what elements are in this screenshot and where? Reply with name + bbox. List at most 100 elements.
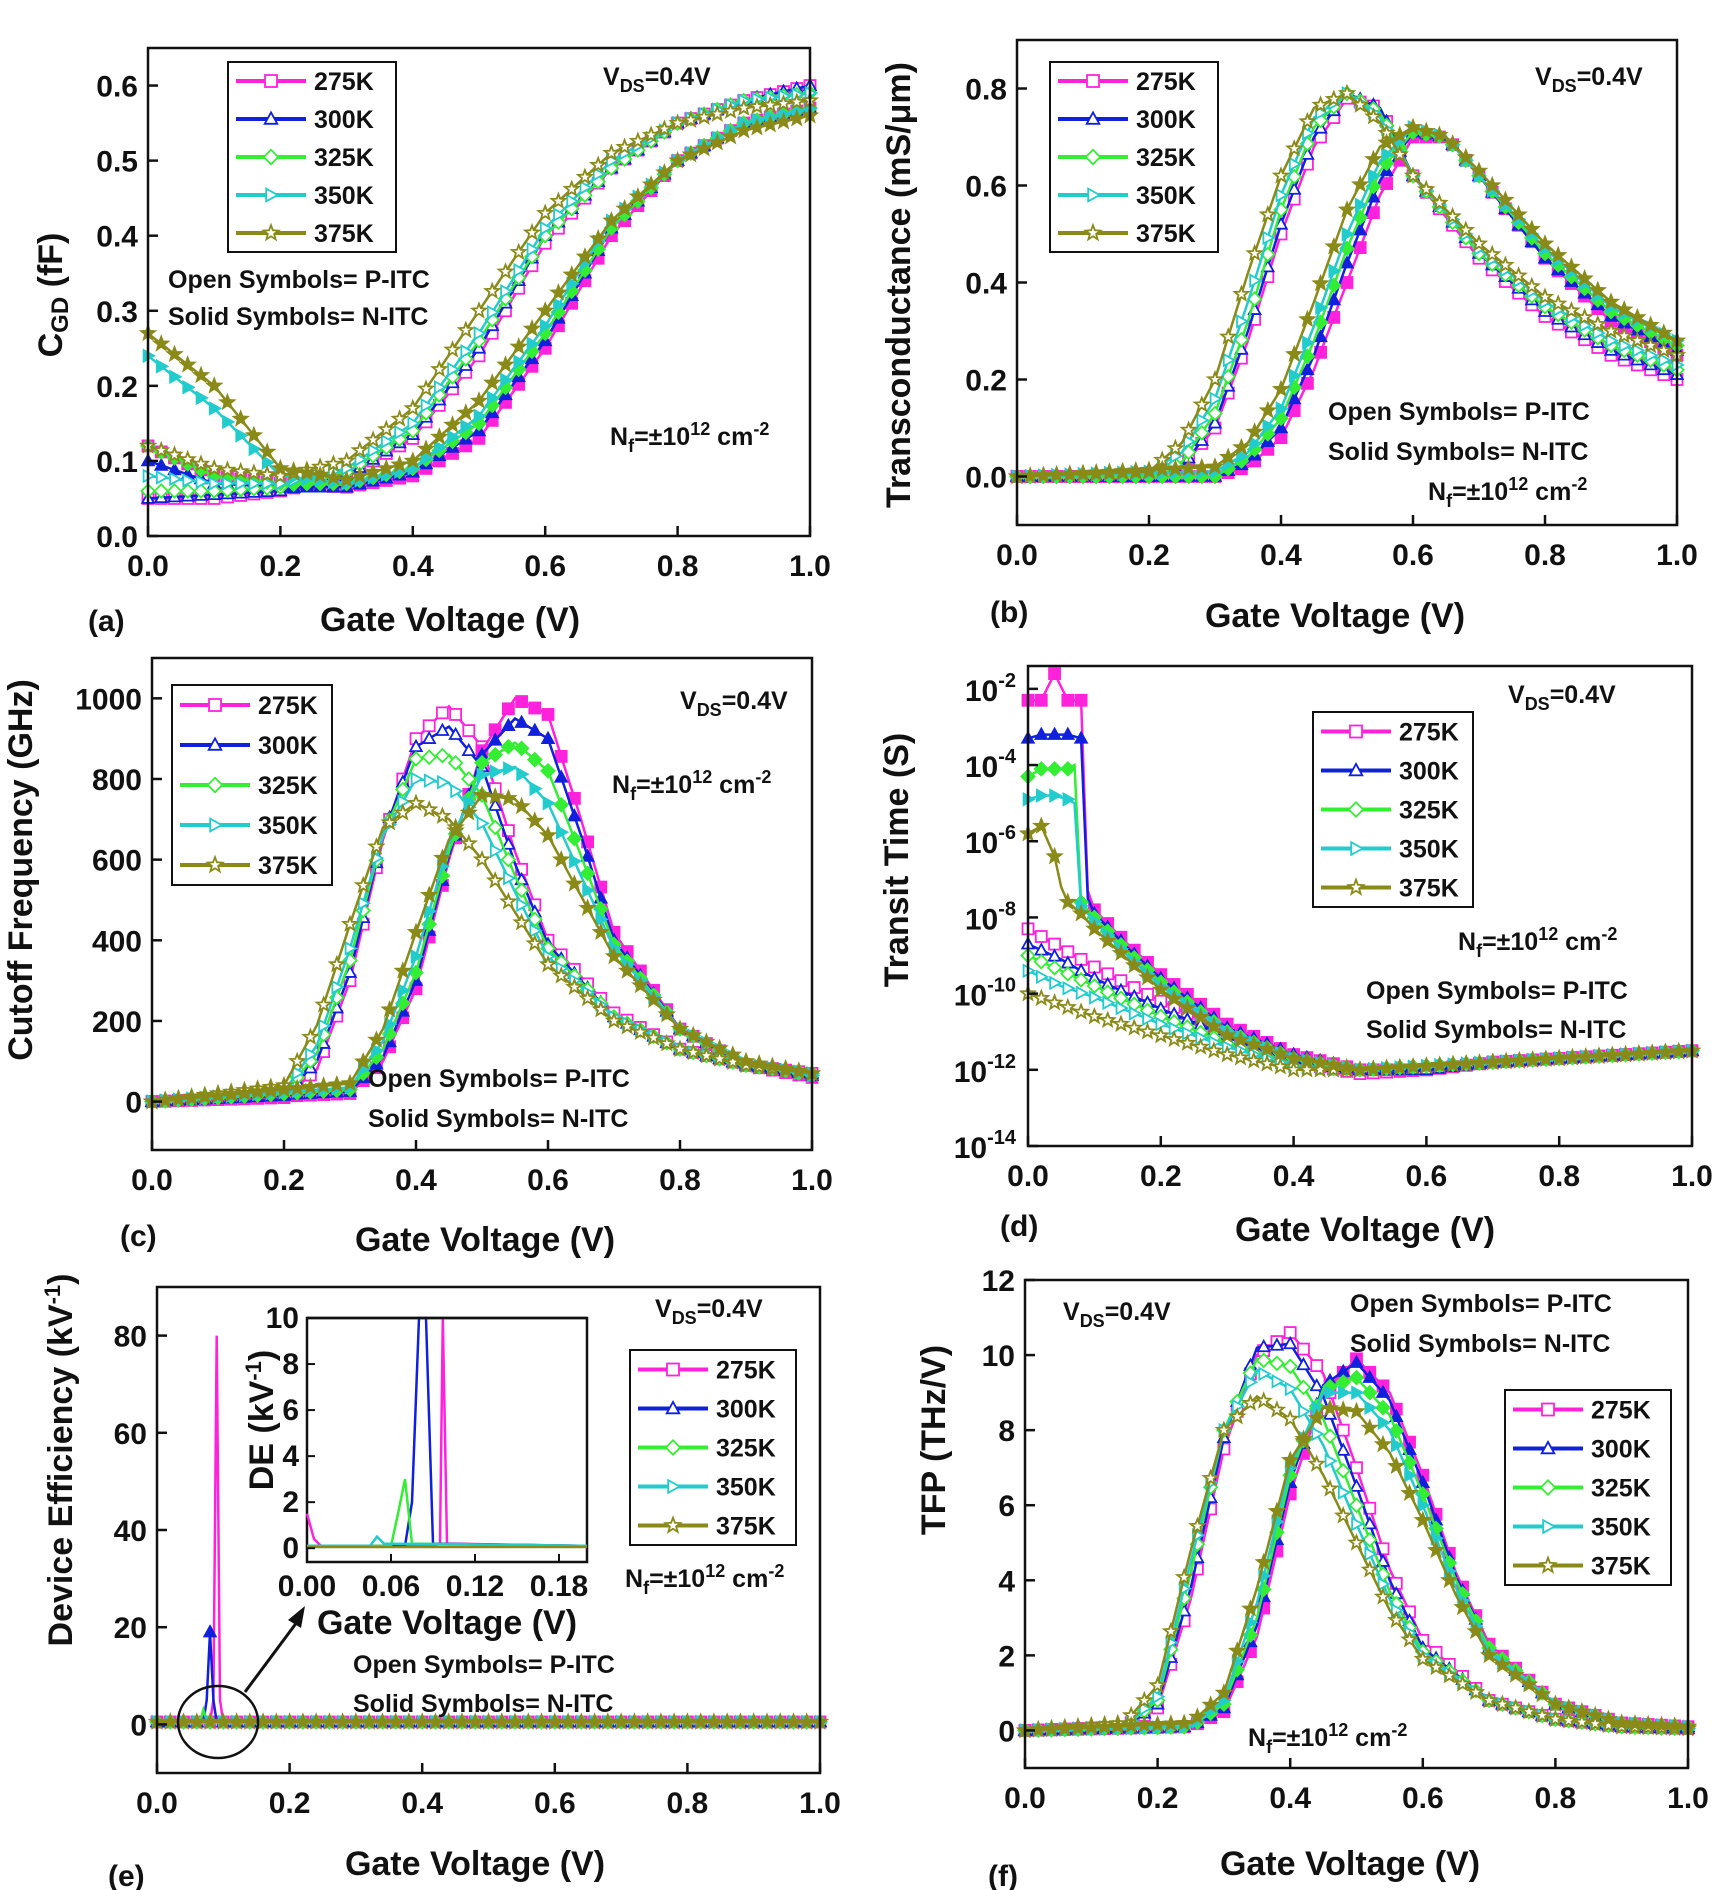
panel-b-series-point — [1588, 314, 1608, 333]
panel-d-series-point — [1510, 1050, 1529, 1069]
panel-b-series-point — [1113, 461, 1132, 480]
panel-b-legend: 275K 300K 325K 350K 375K — [1049, 61, 1219, 253]
panel-c-vds: VDS=0.4V — [680, 687, 788, 720]
panel-b-series-point — [1443, 134, 1462, 152]
panel-b-series-point — [1153, 459, 1172, 478]
panel-b-series-point — [1179, 458, 1198, 476]
panel-a-series-point — [191, 454, 211, 472]
panel-a-series-point — [456, 403, 476, 421]
panel-f-series-point — [1347, 1533, 1366, 1551]
panel-b-series-point — [1275, 401, 1289, 416]
panel-c-series-point — [525, 811, 544, 829]
panel-c-series-point — [340, 914, 360, 932]
panel-b-series-point — [1302, 335, 1316, 350]
panel-a-series-point — [377, 458, 396, 477]
panel-d-xtick-label: 0.6 — [1406, 1160, 1448, 1193]
panel-b-legend-marker — [1083, 222, 1103, 242]
panel-f-legend-marker — [1539, 1479, 1557, 1496]
panel-f-series-point — [1348, 1497, 1365, 1514]
panel-b-legend-marker — [1085, 110, 1101, 125]
panel-a-series-point — [539, 318, 554, 334]
panel-b-series-point — [1249, 273, 1263, 288]
panel-c-series-point — [553, 769, 569, 783]
panel-c-series-point — [710, 1038, 729, 1057]
panel-a-series-point — [403, 451, 422, 469]
panel-d-series-point — [1086, 978, 1103, 994]
panel-b-legend-label: 375K — [1136, 220, 1196, 248]
panel-a-solid-symbols: Solid Symbols= N-ITC — [168, 303, 428, 331]
panel-d-series-point — [1045, 993, 1064, 1011]
panel-a-legend-entry: 350K — [236, 182, 374, 210]
panel-a-series-point — [460, 419, 474, 434]
panel-d-series-point — [1035, 788, 1050, 803]
panel-d-series-point — [1033, 726, 1049, 740]
panel-b-legend-label: 325K — [1136, 144, 1196, 172]
panel-f-series-point — [1400, 1629, 1419, 1648]
panel-c-series-point — [487, 746, 504, 763]
panel-d-series-point — [1231, 1047, 1250, 1066]
panel-a-legend-marker — [263, 110, 279, 125]
panel-f-series-point — [1245, 1374, 1259, 1390]
panel-a-series-point — [420, 398, 434, 413]
panel-d-series-point — [1218, 1025, 1237, 1044]
panel-d-series-point — [1417, 1056, 1436, 1074]
panel-c-series-point — [422, 719, 436, 733]
panel-a-series-point — [205, 458, 224, 477]
panel-f-series-point — [1201, 1695, 1220, 1713]
panel-e-inset: 0.00 0.06 0.12 0.18 0 2 4 6 8 10 Gate Voltage (V) D… — [241, 1302, 589, 1642]
panel-d-series-point — [1061, 693, 1075, 707]
panel-b-series-point — [1311, 273, 1330, 292]
panel-a-series-point — [182, 473, 196, 488]
panel-f-series-375K-n-itc — [1015, 1398, 1698, 1739]
panel-b-series-point — [1262, 230, 1276, 246]
panel-c-series-point — [301, 1027, 320, 1045]
panel-c-series-point — [567, 808, 582, 822]
panel-c-series-point — [578, 988, 597, 1007]
panel-c-series-point — [580, 848, 595, 862]
panel-c-series-point — [487, 732, 503, 746]
panel-b-series-point — [1430, 193, 1449, 211]
panel-c-series-point — [235, 1083, 254, 1101]
panel-f-series-point — [1055, 1718, 1074, 1737]
panel-c-legend-marker — [206, 776, 224, 794]
panel-d-legend-entry: 375K — [1321, 875, 1459, 903]
panel-d-legend-entry: 300K — [1321, 758, 1459, 786]
panel-f-series-point — [1135, 1690, 1154, 1709]
panel-b-series-point — [1522, 219, 1541, 237]
panel-f-series-point — [1241, 1393, 1260, 1411]
panel-d-letter: (d) — [1000, 1210, 1038, 1243]
panel-a-legend-entry: 300K — [236, 106, 374, 134]
panel-a-series-point — [248, 476, 262, 491]
panel-f-series-point — [1241, 1599, 1260, 1617]
panel-f-series-point — [1360, 1560, 1380, 1578]
panel-f-series-point — [1351, 1516, 1365, 1532]
panel-c-series-point — [423, 773, 438, 788]
panel-b-series-point — [1337, 83, 1357, 102]
panel-c-series-point — [434, 747, 451, 764]
panel-b-series-point — [1628, 331, 1647, 349]
panel-c-series-point — [460, 771, 477, 787]
panel-e-series — [147, 1335, 830, 1730]
panel-d-ytick-label: 10-14 — [954, 1127, 1017, 1165]
panel-a-ylabel: CGD (fF) — [32, 233, 74, 358]
panel-c-series-point — [393, 961, 412, 979]
panel-a-series-point — [628, 186, 648, 205]
panel-f-series-point — [1281, 1450, 1300, 1469]
panel-c-series-point — [500, 738, 517, 755]
panel-f-series-point — [1082, 1717, 1101, 1736]
panel-d-series-point — [1496, 1051, 1516, 1070]
panel-c-series-point — [542, 795, 556, 811]
panel-b-series-point — [1615, 299, 1634, 318]
panel-c-ytick-label: 600 — [92, 845, 142, 878]
panel-d-series — [1018, 667, 1702, 1081]
panel-f-series-point — [1228, 1406, 1247, 1425]
panel-d-series-point — [1244, 1034, 1264, 1053]
panel-f-series-point — [1282, 1358, 1299, 1375]
panel-b-series-point — [1641, 315, 1660, 334]
panel-c-series-point — [421, 730, 437, 744]
panel-f-series-point — [1466, 1621, 1485, 1640]
panel-a-series-point — [167, 462, 182, 476]
panel-d-series-point — [1098, 931, 1117, 949]
panel-c-legend-entry: 300K — [180, 732, 318, 760]
panel-b-series-point — [1562, 300, 1581, 319]
